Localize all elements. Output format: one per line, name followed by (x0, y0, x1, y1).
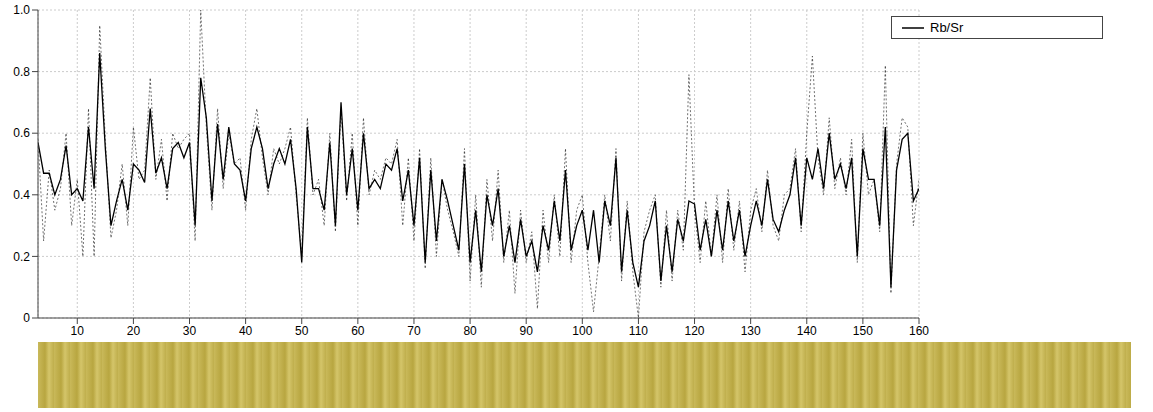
svg-text:110: 110 (629, 324, 648, 338)
html-text:Rb/Sr: Rb/Sr (930, 20, 964, 35)
svg-text:60: 60 (351, 324, 365, 338)
svg-text:100: 100 (572, 324, 592, 338)
svg-text:120: 120 (685, 324, 705, 338)
svg-text:40: 40 (239, 324, 253, 338)
svg-text:50: 50 (295, 324, 309, 338)
svg-text:0.2: 0.2 (13, 250, 30, 264)
svg-text:160: 160 (909, 324, 929, 338)
svg-text:130: 130 (741, 324, 761, 338)
svg-text:70: 70 (407, 324, 421, 338)
svg-text:20: 20 (127, 324, 141, 338)
svg-text:150: 150 (853, 324, 873, 338)
svg-text:140: 140 (797, 324, 817, 338)
svg-text:0.8: 0.8 (13, 65, 30, 79)
svg-text:30: 30 (183, 324, 197, 338)
svg-text:0: 0 (23, 311, 30, 325)
svg-text:1.0: 1.0 (13, 3, 30, 17)
svg-text:90: 90 (520, 324, 534, 338)
svg-text:10: 10 (71, 324, 85, 338)
svg-text:0.4: 0.4 (13, 188, 30, 202)
svg-text:0.6: 0.6 (13, 126, 30, 140)
svg-text:80: 80 (463, 324, 477, 338)
